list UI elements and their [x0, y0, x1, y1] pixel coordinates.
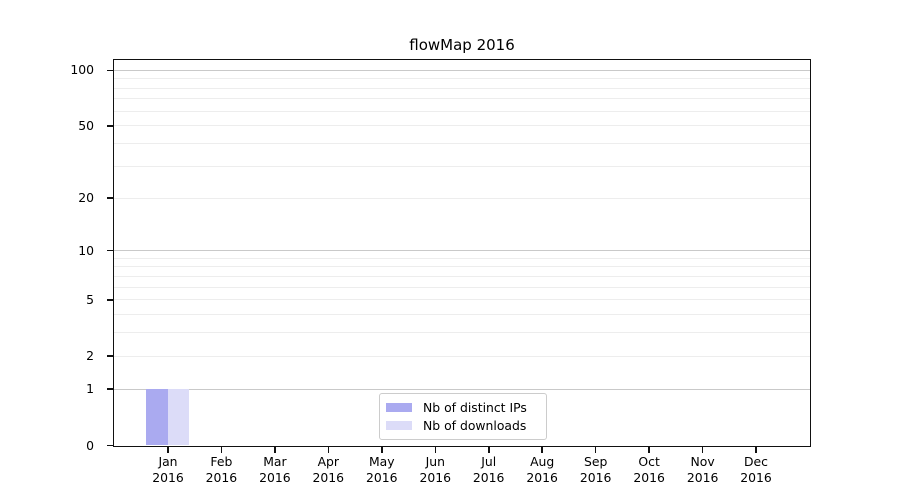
legend-swatch: [386, 402, 412, 412]
x-tick-label-oct: Oct 2016: [633, 453, 665, 486]
minor-gridline: [114, 257, 810, 259]
bar-nb-of-downloads: [167, 388, 189, 445]
major-gridline: [114, 250, 810, 252]
y-tick-mark: [107, 355, 114, 357]
legend-swatch: [386, 421, 412, 431]
x-tick-mark: [648, 446, 650, 453]
x-tick-label-jun: Jun 2016: [419, 453, 452, 486]
minor-gridline: [114, 299, 810, 301]
x-tick-mark: [381, 446, 383, 453]
y-tick-label: 20: [78, 190, 94, 205]
x-tick-mark: [274, 446, 276, 453]
y-tick-mark: [107, 69, 114, 71]
y-tick-mark: [107, 299, 114, 301]
x-tick-label-apr: Apr 2016: [312, 453, 345, 486]
x-tick-mark: [434, 446, 436, 453]
chart-title: flowMap 2016: [409, 36, 515, 54]
legend: Nb of distinct IPs Nb of downloads: [379, 393, 547, 440]
x-tick-label-dec: Dec 2016: [740, 453, 772, 486]
minor-gridline: [114, 110, 810, 112]
minor-gridline: [114, 165, 810, 167]
minor-gridline: [114, 87, 810, 89]
y-tick-label: 2: [86, 348, 94, 364]
x-tick-mark: [755, 446, 757, 453]
y-axis-ticks: [107, 61, 114, 447]
y-tick-label: 5: [86, 291, 94, 307]
minor-gridline: [114, 355, 810, 357]
x-axis: Jan 2016 Feb 2016 Mar 2016 Apr 2016 May 2016 Jun 20…: [115, 446, 810, 497]
minor-gridline: [114, 125, 810, 127]
y-tick-mark: [107, 249, 114, 252]
x-tick-label-aug: Aug 2016: [526, 453, 558, 486]
x-tick-mark: [488, 446, 490, 453]
legend-row: Nb of distinct IPs: [380, 398, 546, 417]
y-tick-mark: [107, 388, 114, 390]
x-tick-label-jan: Jan 2016: [152, 453, 184, 486]
legend-row: Nb of downloads: [380, 417, 546, 436]
y-tick-label: 10: [78, 242, 94, 258]
plot-area: [113, 59, 811, 447]
minor-gridline: [114, 286, 810, 288]
minor-gridline: [114, 78, 810, 80]
y-tick-label: 0: [86, 437, 94, 453]
x-tick-mark: [541, 446, 543, 453]
x-tick-mark: [327, 446, 330, 453]
y-tick-label: 1: [86, 381, 94, 397]
major-gridline: [114, 69, 810, 71]
x-tick-label-nov: Nov 2016: [686, 453, 719, 486]
x-tick-label-mar: Mar 2016: [259, 453, 291, 486]
x-tick-mark: [220, 446, 223, 453]
x-tick-mark: [167, 446, 169, 453]
legend-label: Nb of distinct IPs: [423, 399, 527, 415]
x-tick-mark: [701, 446, 704, 453]
minor-gridline: [114, 266, 810, 268]
minor-gridline: [114, 143, 810, 145]
y-tick-mark: [107, 197, 114, 199]
y-tick-label: 100: [70, 62, 94, 78]
y-tick-mark: [107, 444, 114, 447]
minor-gridline: [114, 197, 810, 199]
x-tick-label-feb: Feb 2016: [205, 453, 238, 486]
major-gridline: [114, 388, 810, 390]
bar-nb-of-distinct-ips: [146, 388, 168, 445]
x-tick-label-jul: Jul 2016: [472, 453, 505, 486]
y-tick-label: 50: [78, 117, 94, 133]
minor-gridline: [114, 332, 810, 334]
x-tick-label-may: May 2016: [366, 453, 398, 486]
y-axis-labels: 0 1 2 5 10 20 50 100: [0, 61, 107, 452]
legend-label: Nb of downloads: [423, 418, 527, 434]
minor-gridline: [114, 275, 810, 277]
minor-gridline: [114, 314, 810, 316]
x-tick-label-sep: Sep 2016: [579, 453, 612, 486]
minor-gridline: [114, 98, 810, 100]
x-tick-mark: [594, 446, 597, 453]
y-tick-mark: [107, 125, 114, 127]
